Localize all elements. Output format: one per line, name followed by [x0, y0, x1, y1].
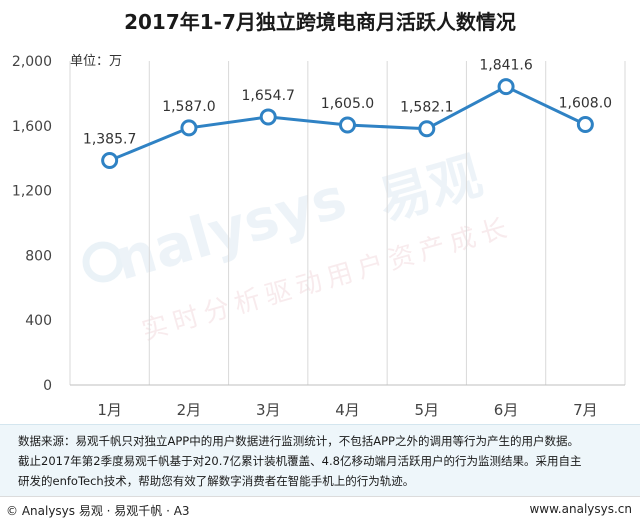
data-point [497, 78, 515, 96]
data-labels: 1,385.7 1,587.0 1,654.7 1,605.0 1,582.1 1,841… [83, 58, 612, 148]
data-point [576, 116, 594, 134]
data-label: 1,587.0 [162, 99, 215, 115]
source-line: 数据来源：易观千帆只对独立APP中的用户数据进行监测统计，不包括APP之外的调用… [18, 434, 579, 448]
data-point [101, 152, 119, 170]
x-tick-label: 2月 [177, 401, 202, 419]
data-label: 1,841.6 [479, 58, 533, 74]
data-label: 1,385.7 [83, 132, 136, 148]
footer-copyright: © Analysys 易观 · 易观千帆 · A3 [6, 504, 190, 518]
data-point [339, 116, 356, 134]
data-point [180, 119, 198, 137]
chart-title: 2017年1-7月独立跨境电商月活跃人数情况 [124, 10, 516, 34]
x-tick-label: 6月 [494, 401, 519, 419]
data-source-note: 数据来源：易观千帆只对独立APP中的用户数据进行监测统计，不包括APP之外的调用… [0, 424, 640, 496]
x-tick-label: 1月 [97, 401, 122, 419]
y-tick-label: 0 [43, 378, 52, 394]
x-tick-label: 5月 [415, 401, 440, 419]
chart-grid [69, 61, 626, 386]
data-label: 1,605.0 [321, 96, 374, 112]
data-label: 1,654.7 [241, 88, 294, 104]
data-points [101, 78, 594, 170]
footer: © Analysys 易观 · 易观千帆 · A3 www.analysys.c… [0, 496, 640, 523]
line-chart: nalysys 易观 实时分析驱动用户资产成长 0 400 800 1,200 1,60… [12, 54, 626, 419]
y-tick-label: 2,000 [12, 54, 52, 70]
analysys-logo-icon [82, 241, 124, 283]
watermark-brand-cn: 易观 [372, 146, 489, 232]
watermark: nalysys 易观 实时分析驱动用户资产成长 [82, 146, 516, 347]
source-line: 研发的enfoTech技术，帮助您有效了解数字消费者在智能手机上的行为轨迹。 [18, 474, 415, 488]
footer-website: www.analysys.cn [529, 502, 632, 516]
data-label: 1,582.1 [400, 100, 453, 116]
data-point [418, 120, 436, 138]
x-tick-label: 4月 [335, 401, 360, 419]
y-tick-label: 1,200 [12, 184, 52, 200]
y-tick-label: 1,600 [12, 119, 52, 135]
unit-label: 单位：万 [70, 54, 123, 69]
y-tick-label: 800 [25, 248, 52, 264]
x-axis: 1月 2月 3月 4月 5月 6月 7月 [97, 401, 597, 419]
x-tick-label: 3月 [256, 401, 281, 419]
y-tick-label: 400 [25, 313, 52, 329]
source-line: 截止2017年第2季度易观千帆基于对20.7亿累计装机覆盖、4.8亿移动端月活跃… [18, 454, 582, 468]
y-axis: 0 400 800 1,200 1,600 2,000 [12, 54, 52, 394]
x-tick-label: 7月 [573, 401, 598, 419]
data-point [259, 108, 277, 126]
data-label: 1,608.0 [559, 96, 612, 112]
